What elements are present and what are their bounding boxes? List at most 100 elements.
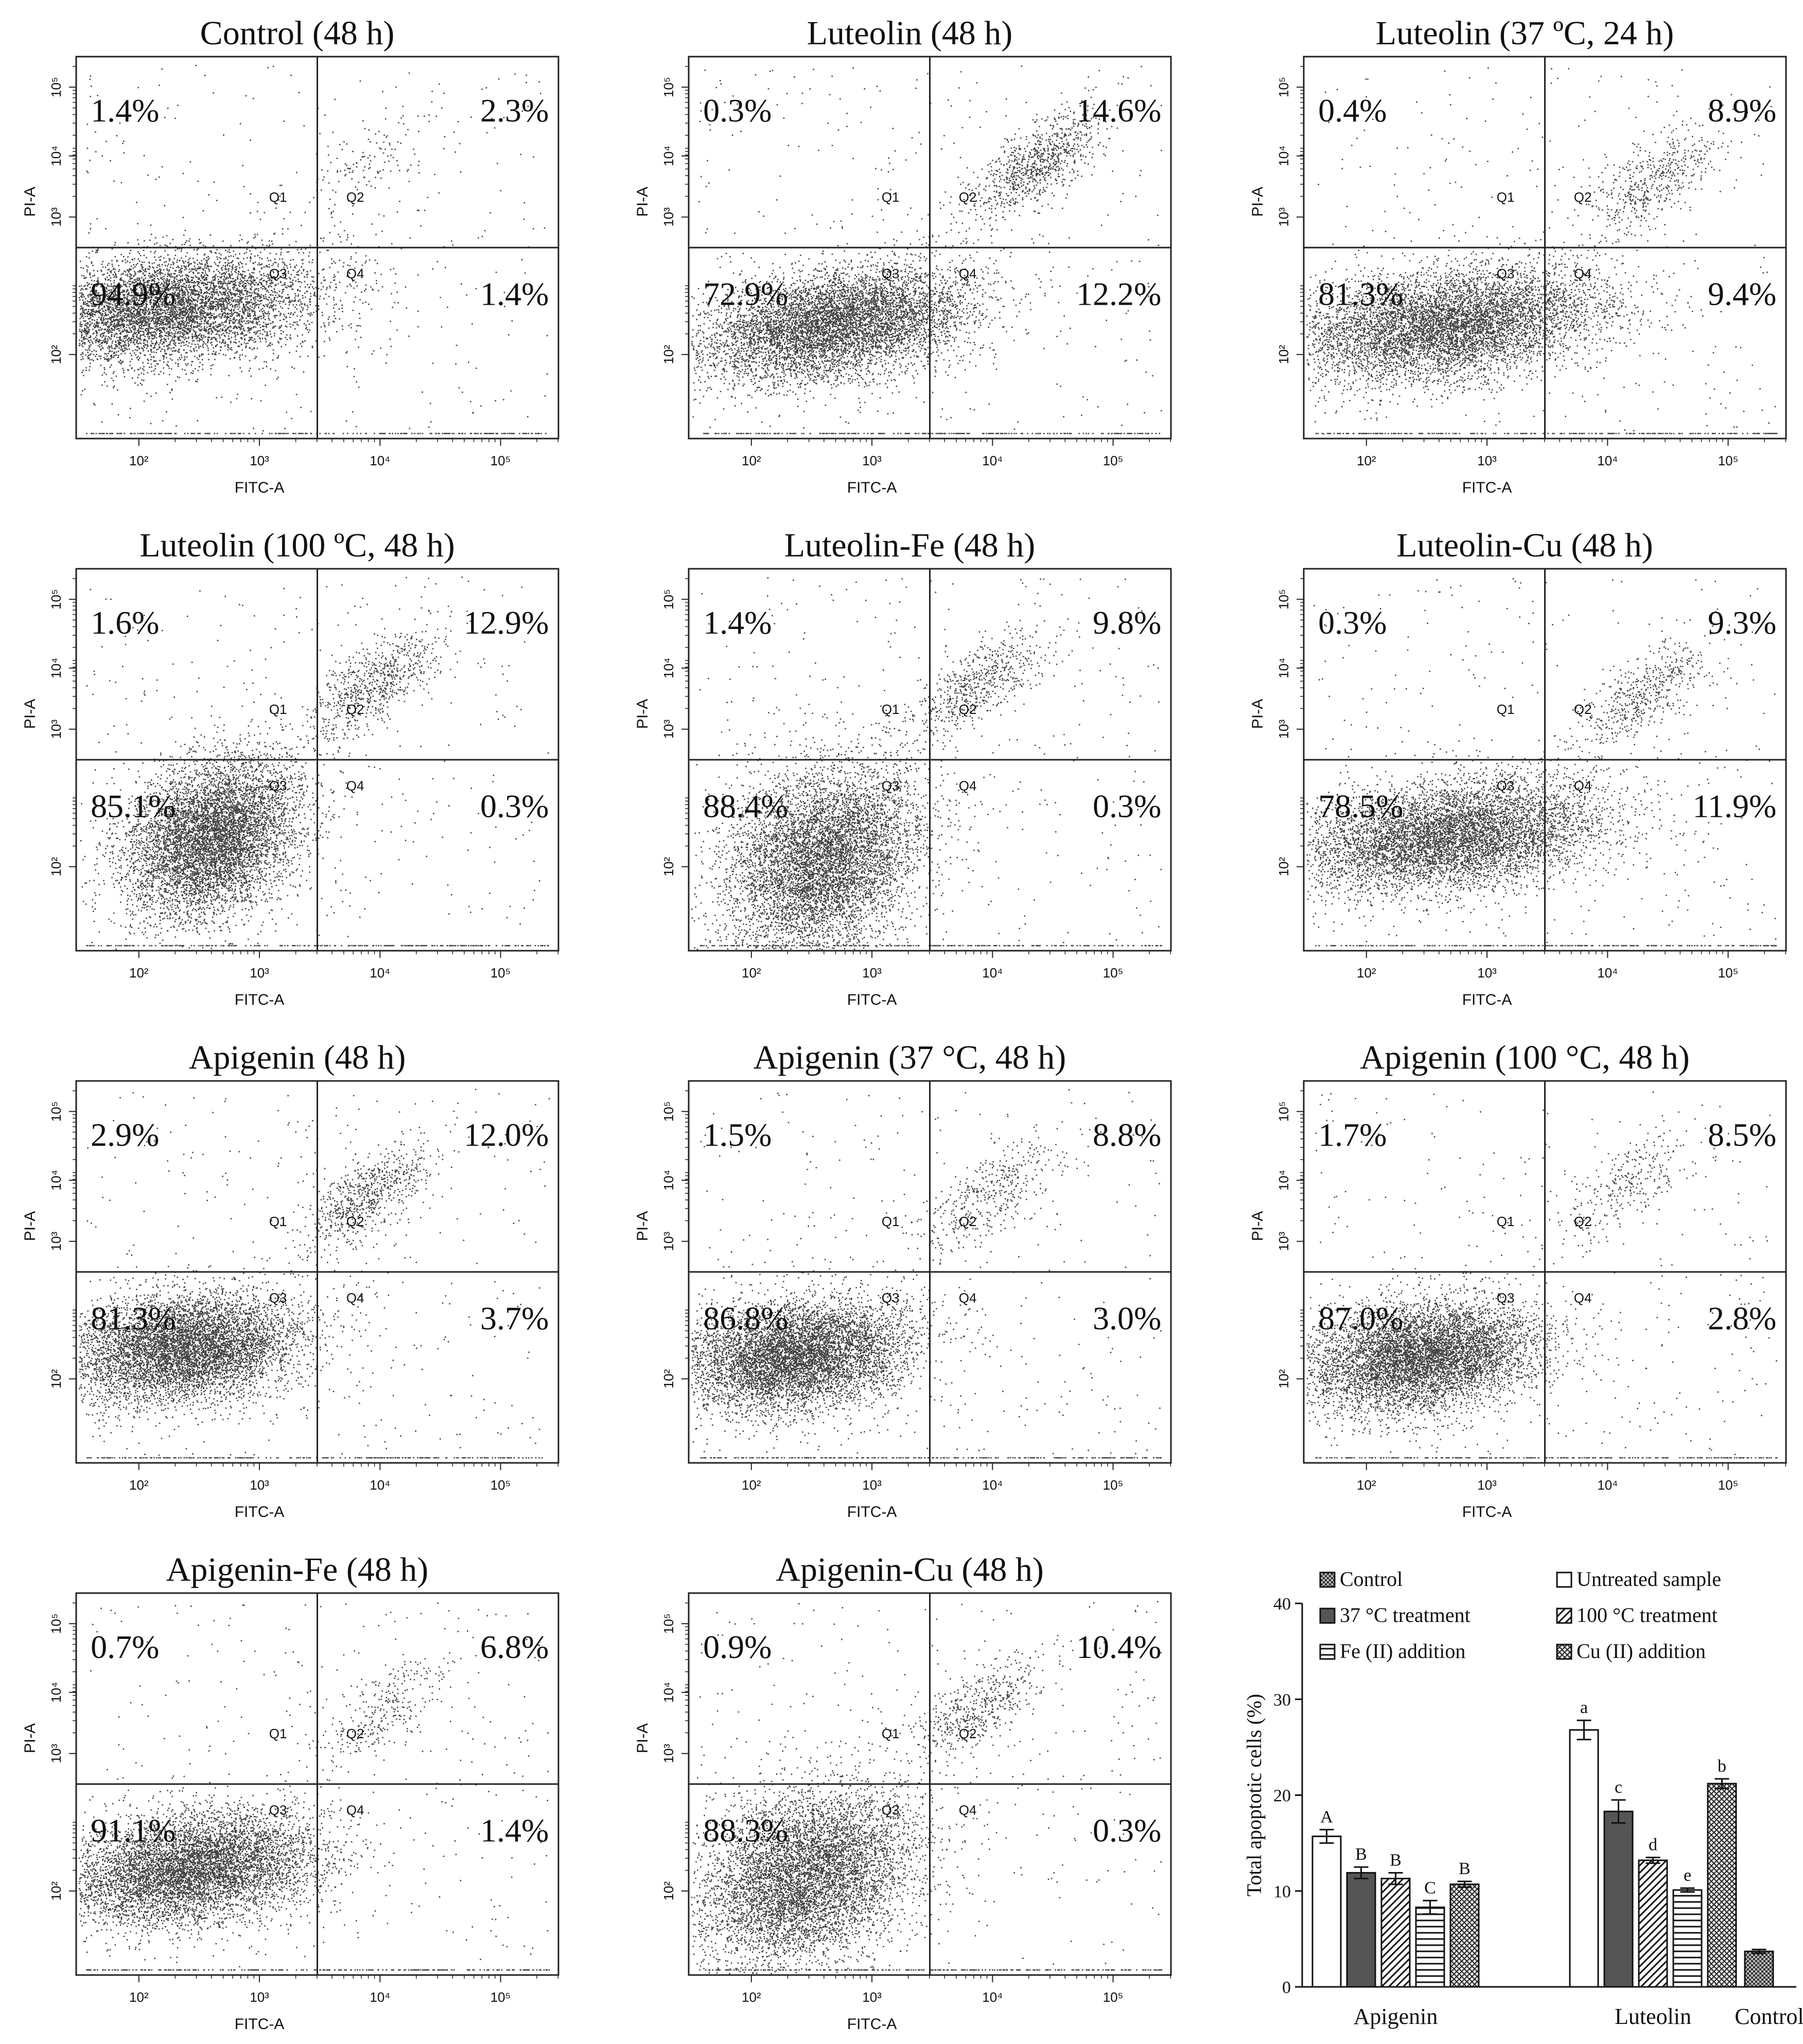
percentage-q1: 1.4% [91,92,159,129]
y-axis-label: PI-A [1249,699,1266,729]
panel-title: Apigenin (48 h) [188,1039,406,1076]
panel-title: Luteolin (48 h) [807,14,1013,52]
y-tick-label: 10⁵ [1276,589,1291,610]
quadrant-label-q1: Q1 [1497,189,1515,205]
error-bar [1752,1948,1766,1954]
quadrant-label-q1: Q1 [1497,1214,1515,1229]
y-tick-label: 10³ [1276,1232,1291,1251]
y-tick-label: 10² [48,1881,64,1901]
x-tick-label: 10³ [1477,453,1497,468]
quadrant-label-q4: Q4 [1574,778,1592,793]
y-tick-label: 10⁴ [661,146,676,166]
flow-panel: Luteolin (100 ºC, 48 h) 10² 10² 10³ 10³ 10⁴ 10… [21,522,574,1014]
percentage-q1: 0.3% [703,92,772,129]
scatter-dots [691,1089,1162,1459]
x-tick-label: 10⁵ [1103,453,1124,468]
x-tick-label: 10³ [862,1477,882,1493]
bar [1311,1836,1342,1988]
percentage-q2: 9.3% [1708,604,1776,641]
panel-title: Luteolin (37 ºC, 24 h) [1375,14,1674,52]
error-bar [1319,1829,1334,1844]
percentage-q1: 1.5% [703,1116,772,1153]
percentage-q3: 81.3% [91,1300,176,1336]
quadrant-label-q2: Q2 [1574,1214,1592,1229]
y-tick-label: 20 [1273,1787,1291,1806]
legend-swatch [1556,1608,1572,1624]
y-tick-label: 10³ [1276,207,1291,227]
significance-letter: C [1424,1878,1436,1897]
legend-swatch [1556,1644,1572,1660]
percentage-q1: 2.9% [91,1116,159,1153]
scatter-plot: 10² 10² 10³ 10³ 10⁴ 10⁴ 10⁵ 10⁵ FITC-A PI-A Q1 Q2 Q3… [22,1592,559,2033]
legend-swatch [1319,1571,1336,1588]
x-tick-label: 10³ [862,965,882,981]
quadrant-label-q4: Q4 [959,266,977,281]
error-bar [1714,1778,1729,1789]
quadrant-label-q1: Q1 [882,1214,900,1229]
error-bar [1680,1887,1695,1893]
quadrant-label-q4: Q4 [346,1802,364,1818]
y-tick-label: 10⁵ [661,1102,676,1122]
y-tick-label: 10⁴ [1276,146,1291,166]
y-tick-label: 10³ [661,720,676,739]
percentage-q2: 12.9% [464,604,549,641]
y-tick-label: 10⁴ [48,658,64,678]
x-axis-label: FITC-A [1462,1504,1512,1521]
y-tick-label: 10⁴ [48,1170,64,1191]
quadrant-label-q3: Q3 [1497,266,1515,281]
y-tick-label: 10³ [1276,720,1291,739]
quadrant-label-q2: Q2 [346,1726,364,1741]
x-tick-label: 10³ [250,1477,269,1493]
x-axis-label: FITC-A [847,1504,897,1521]
quadrant-label-q3: Q3 [882,1290,900,1305]
percentage-q3: 85.1% [91,788,176,824]
x-axis-label: FITC-A [235,991,285,1008]
scatter-dots [691,577,1162,950]
flow-panel: Control (48 h) 10² 10² 10³ 10³ 10⁴ 10⁴ 10⁵ 10⁵ FI… [21,10,574,502]
percentage-q4: 0.3% [1093,1812,1161,1848]
bar [1672,1889,1703,1988]
x-tick-label: 10³ [862,1989,882,2005]
x-tick-label: 10² [129,1477,149,1493]
y-tick-label: 10² [1276,1369,1291,1389]
x-tick-label: 10⁴ [1597,453,1618,468]
x-axis-label: FITC-A [235,2016,285,2033]
scatter-plot: 10² 10² 10³ 10³ 10⁴ 10⁴ 10⁵ 10⁵ FITC-A PI-A Q1 Q2 Q3… [22,56,559,496]
percentage-q2: 2.3% [480,92,549,129]
x-tick-label: 10⁴ [1597,965,1618,981]
percentage-q4: 0.3% [480,788,549,824]
y-tick-label: 10² [661,1369,676,1389]
bar [1346,1872,1376,1988]
error-bar [1388,1872,1403,1885]
percentage-q3: 86.8% [703,1300,788,1336]
legend-label: Cu (II) addition [1577,1639,1706,1663]
flow-panel: Apigenin (37 °C, 48 h) 10² 10² 10³ 10³ 10⁴ 10⁴… [633,1035,1186,1526]
y-axis-label: PI-A [634,1723,651,1753]
percentage-q4: 12.2% [1076,275,1161,312]
significance-letter: A [1320,1808,1333,1827]
scatter-plot: 10² 10² 10³ 10³ 10⁴ 10⁴ 10⁵ 10⁵ FITC-A PI-A Q1 Q2 Q3… [1249,568,1787,1008]
x-tick-label: 10⁵ [491,1989,511,2005]
x-axis-label: FITC-A [235,479,285,496]
scatter-dots [1306,67,1778,435]
quadrant-label-q2: Q2 [346,189,364,205]
quadrant-label-q1: Q1 [269,1214,287,1229]
significance-letter: B [1390,1850,1402,1870]
quadrant-label-q3: Q3 [269,778,287,793]
error-bar [1646,1857,1660,1864]
significance-letter: b [1718,1757,1726,1776]
x-tick-label: 10³ [1477,1477,1497,1493]
x-category-label: Apigenin [1354,2004,1438,2029]
y-tick-label: 10³ [48,1232,64,1251]
flow-panel: Apigenin-Fe (48 h) 10² 10² 10³ 10³ 10⁴ 10⁴ 10⁵ 1… [21,1547,574,2038]
quadrant-label-q4: Q4 [346,778,364,793]
quadrant-label-q2: Q2 [346,702,364,717]
quadrant-label-q3: Q3 [882,1802,900,1818]
error-bar [1457,1880,1472,1888]
percentage-q3: 81.3% [1318,275,1403,312]
scatter-plot: 10² 10² 10³ 10³ 10⁴ 10⁴ 10⁵ 10⁵ FITC-A PI-A Q1 Q2 Q3… [634,1080,1172,1521]
scatter-plot: 10² 10² 10³ 10³ 10⁴ 10⁴ 10⁵ 10⁵ FITC-A PI-A Q1 Q2 Q3… [22,1080,559,1521]
significance-letter: a [1580,1698,1588,1717]
percentage-q4: 3.0% [1093,1300,1161,1336]
x-tick-label: 10² [742,453,761,468]
